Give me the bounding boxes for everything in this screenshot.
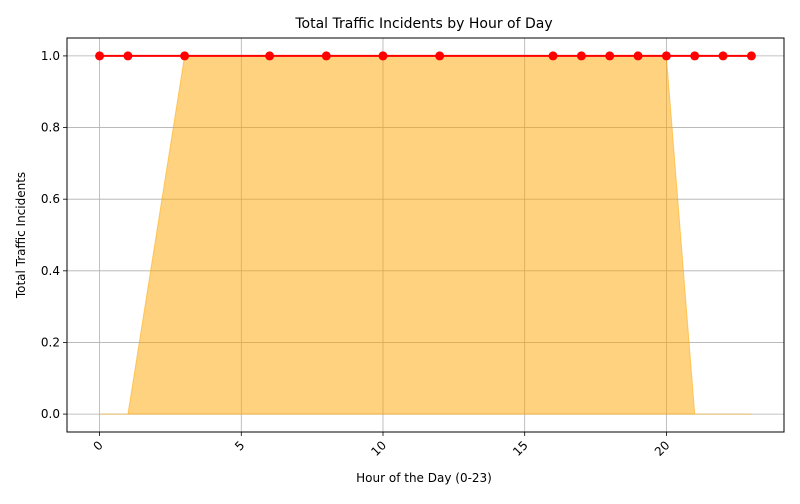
x-axis-label: Hour of the Day (0-23) bbox=[356, 471, 492, 485]
area-fill bbox=[99, 55, 752, 415]
plot-frame bbox=[66, 37, 785, 433]
area-layer bbox=[99, 55, 752, 415]
line-layer bbox=[95, 51, 756, 61]
x-tick-label: 0 bbox=[90, 438, 105, 453]
y-axis-label: Total Traffic Incidents bbox=[14, 172, 28, 299]
data-point bbox=[690, 51, 700, 61]
data-point bbox=[180, 51, 190, 61]
data-point bbox=[265, 51, 275, 61]
y-tick-label: 1.0 bbox=[41, 49, 60, 63]
y-tick-label: 0.0 bbox=[41, 407, 60, 421]
y-tick-label: 0.4 bbox=[41, 264, 60, 278]
x-tick-label: 20 bbox=[652, 438, 673, 459]
y-tick-label: 0.6 bbox=[41, 192, 60, 206]
x-tick-label: 10 bbox=[368, 438, 389, 459]
data-point bbox=[123, 51, 133, 61]
chart-title: Total Traffic Incidents by Hour of Day bbox=[294, 16, 552, 32]
data-point bbox=[435, 51, 445, 61]
x-tick-label: 5 bbox=[232, 438, 247, 453]
data-point bbox=[605, 51, 615, 61]
y-tick-label: 0.2 bbox=[41, 335, 60, 349]
data-point bbox=[95, 51, 105, 61]
data-point bbox=[548, 51, 558, 61]
data-point bbox=[718, 51, 728, 61]
data-point bbox=[661, 51, 671, 61]
data-point bbox=[378, 51, 388, 61]
data-point bbox=[746, 51, 756, 61]
data-point bbox=[633, 51, 643, 61]
x-tick-label: 15 bbox=[510, 438, 531, 459]
y-tick-label: 0.8 bbox=[41, 121, 60, 135]
data-point bbox=[576, 51, 586, 61]
data-point bbox=[321, 51, 331, 61]
